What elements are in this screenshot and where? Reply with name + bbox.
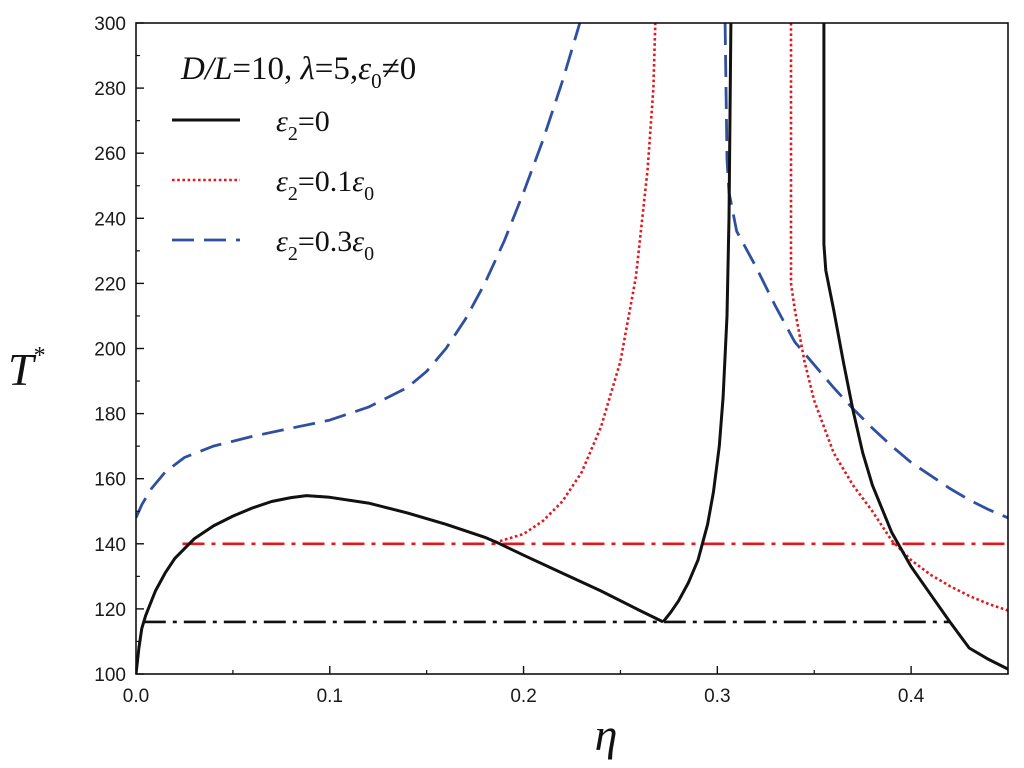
- series-0-line-1: [661, 23, 733, 623]
- y-tick-label-3: 160: [94, 470, 126, 491]
- y-axis: 100 120 140 160 180 200 220 240 260 280 300: [94, 14, 144, 686]
- x-tick-label-0: 0.0: [123, 686, 149, 707]
- y-axis-title-main: T: [8, 344, 37, 395]
- legend-title: D/L=10, λ=5,ε0≠0: [180, 51, 416, 93]
- legend-label-2: ε2=0.3ε0: [276, 225, 374, 265]
- legend-label-0: ε2=0: [276, 105, 330, 145]
- y-tick-label-7: 240: [94, 209, 126, 230]
- legend: D/L=10, λ=5,ε0≠0 ε2=0 ε2=0.1ε0 ε2=0.3ε0: [172, 51, 416, 265]
- x-axis: 0.0 0.1 0.2 0.3 0.4: [123, 666, 1009, 707]
- y-axis-title-sup: *: [34, 343, 46, 369]
- y-tick-label-0: 100: [94, 665, 126, 686]
- y-axis-title: T*: [8, 343, 46, 395]
- x-axis-title: η: [595, 709, 618, 760]
- curves: [136, 23, 1008, 674]
- y-tick-label-2: 140: [94, 535, 126, 556]
- legend-label-1: ε2=0.1ε0: [276, 165, 374, 205]
- y-tick-label-9: 280: [94, 79, 126, 100]
- y-tick-label-8: 260: [94, 144, 126, 165]
- y-tick-label-4: 180: [94, 405, 126, 426]
- x-tick-label-2: 0.2: [510, 686, 536, 707]
- x-tick-label-1: 0.1: [317, 686, 343, 707]
- series-0-line-2: [822, 23, 1008, 671]
- series-0-line-0: [136, 494, 664, 674]
- y-tick-label-1: 120: [94, 600, 126, 621]
- series-1-line-1: [789, 23, 1008, 612]
- x-tick-label-3: 0.3: [704, 686, 730, 707]
- y-tick-label-10: 300: [94, 14, 126, 35]
- series-2-line-1: [723, 23, 1008, 520]
- y-tick-label-5: 200: [94, 340, 126, 361]
- x-tick-label-4: 0.4: [898, 686, 925, 707]
- series-2-line-0: [136, 23, 582, 519]
- y-tick-label-6: 220: [94, 274, 126, 295]
